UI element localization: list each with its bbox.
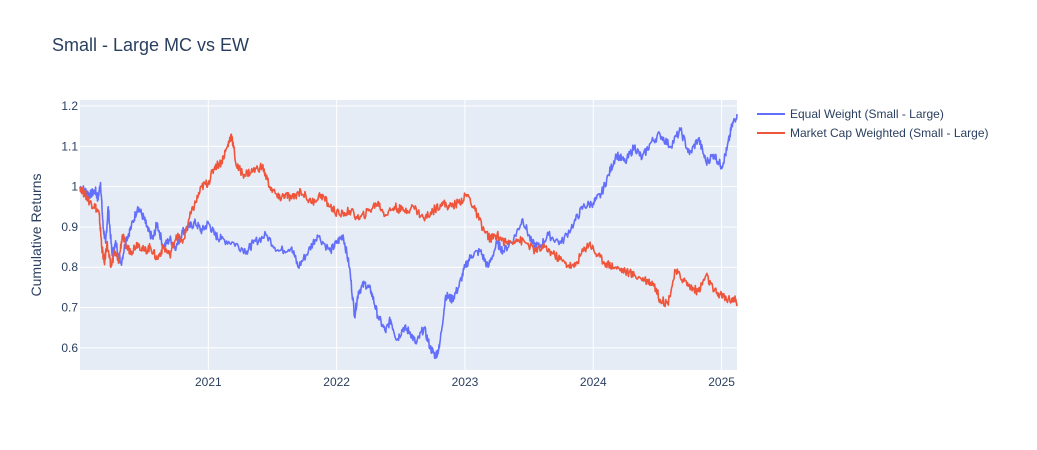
legend-label-1[interactable]: Market Cap Weighted (Small - Large) <box>790 126 989 140</box>
y-axis: 0.6 0.7 0.8 0.9 1 1.1 1.2 <box>61 99 78 355</box>
y-tick-label: 1 <box>71 180 78 194</box>
x-axis: 2021 2022 2023 2024 2025 <box>195 375 735 389</box>
x-tick-label: 2023 <box>452 375 479 389</box>
series-line-1 <box>79 133 738 308</box>
x-tick-label: 2021 <box>195 375 222 389</box>
plot-area <box>80 100 737 370</box>
y-tick-label: 0.9 <box>61 220 78 234</box>
x-tick-label: 2024 <box>580 375 607 389</box>
chart-title: Small - Large MC vs EW <box>52 35 249 55</box>
y-tick-label: 1.2 <box>61 99 78 113</box>
y-axis-title: Cumulative Returns <box>28 174 44 297</box>
x-tick-label: 2022 <box>323 375 350 389</box>
y-tick-label: 0.7 <box>61 301 78 315</box>
y-tick-label: 0.8 <box>61 260 78 274</box>
legend-label-0[interactable]: Equal Weight (Small - Large) <box>790 107 944 121</box>
series-line-0 <box>79 114 738 360</box>
y-tick-label: 0.6 <box>61 341 78 355</box>
legend[interactable]: Equal Weight (Small - Large) Market Cap W… <box>757 107 989 140</box>
x-tick-label: 2025 <box>708 375 735 389</box>
grid-lines <box>80 100 737 370</box>
series-lines <box>79 114 738 360</box>
y-tick-label: 1.1 <box>61 139 78 153</box>
